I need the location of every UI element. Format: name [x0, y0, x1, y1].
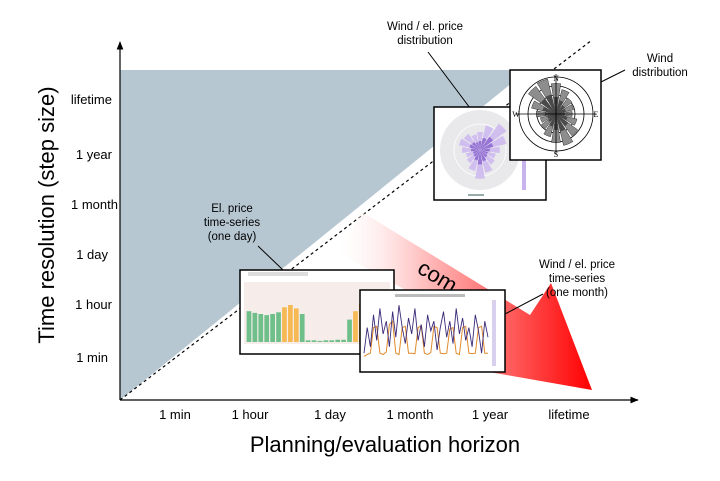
- rose-sector-inner: [540, 98, 556, 114]
- rose-sector-inner: [480, 150, 487, 162]
- compass-n: N: [553, 74, 559, 83]
- rose-sector: [475, 150, 485, 179]
- compass-w: W: [512, 110, 520, 119]
- price-bar: [311, 340, 317, 342]
- price-line: [363, 320, 488, 357]
- price-bar: [335, 339, 341, 342]
- wind-line: [363, 305, 489, 354]
- callout-price-day: El. price: [211, 203, 253, 215]
- rose-sector-inner: [556, 114, 568, 121]
- y-tick-label: 1 hour: [75, 297, 113, 312]
- callout-leader: [427, 51, 471, 109]
- inset-title-bar: [395, 294, 465, 297]
- price-bar: [299, 314, 305, 342]
- rose-sector-inner: [547, 114, 556, 123]
- rose-sector-inner: [471, 141, 480, 150]
- rose-sector-inner: [475, 142, 480, 150]
- rose-sector-inner: [480, 148, 490, 152]
- price-bar: [293, 308, 299, 342]
- price-bar: [252, 312, 258, 342]
- x-tick-label: 1 month: [387, 407, 434, 422]
- x-tick-label: 1 hour: [232, 407, 270, 422]
- side-panel: [492, 300, 496, 366]
- price-bar: [353, 311, 358, 342]
- callout-price-month: (one month): [546, 287, 608, 299]
- line-series: [363, 300, 496, 366]
- price-bar: [264, 315, 270, 342]
- callout-leader: [257, 245, 284, 271]
- inset-caption-bar: [468, 194, 484, 196]
- rose-sector-inner: [556, 100, 564, 114]
- callout-leader: [600, 69, 626, 83]
- callout-wind-dist: distribution: [632, 67, 688, 79]
- price-bar: [246, 311, 252, 342]
- price-bar: [282, 307, 287, 342]
- callout-wind-dist: Wind: [647, 53, 673, 65]
- price-bar: [288, 305, 293, 342]
- rose-sector-inner: [542, 106, 556, 114]
- price-rose-inset: [427, 51, 547, 201]
- rose-sector-inner: [480, 150, 488, 158]
- x-tick-label: 1 year: [472, 407, 509, 422]
- rose-sector-inner: [547, 114, 556, 119]
- callout-price-month: Wind / el. price: [539, 259, 615, 271]
- y-tick-label: 1 month: [71, 197, 118, 212]
- rose-sector-inner: [473, 150, 480, 157]
- x-tick-label: lifetime: [548, 407, 589, 422]
- price-bar: [341, 339, 346, 342]
- price-bar: [305, 340, 311, 342]
- rose-sector-inner: [480, 150, 488, 155]
- compass-e: E: [594, 110, 599, 119]
- rose-sector-inner: [478, 140, 482, 150]
- rose-sector-inner: [477, 150, 483, 165]
- price-bar: [270, 314, 275, 342]
- rose-sector-inner: [480, 136, 494, 150]
- rose-sector-inner: [556, 105, 565, 114]
- rose-sector-inner: [556, 108, 566, 114]
- rose-sector: [480, 146, 500, 154]
- inset-frame: [359, 289, 506, 373]
- price-month-inset: [359, 289, 544, 373]
- y-tick-label: 1 min: [76, 350, 108, 365]
- callout-price-day: (one day): [208, 231, 257, 243]
- x-axis-title: Planning/evaluation horizon: [250, 432, 520, 457]
- y-tick-label: 1 year: [76, 147, 113, 162]
- rose-sectors: [458, 123, 507, 179]
- rose-sector-inner: [545, 94, 556, 114]
- rose-sector-inner: [549, 114, 556, 127]
- price-bar: [347, 319, 352, 342]
- rose-sector-inner: [480, 137, 487, 150]
- y-tick-label: 1 day: [76, 247, 108, 262]
- rose-sector-inner: [480, 142, 494, 150]
- inset-toolbar: [248, 272, 308, 276]
- x-tick-label: 1 day: [314, 407, 346, 422]
- price-bar: [258, 314, 264, 342]
- y-axis-title: Time resolution (step size): [34, 86, 59, 343]
- rose-sector-inner: [474, 150, 480, 161]
- callout-price-day: time-series: [204, 217, 260, 229]
- wind-rose-inset: N S E W: [509, 69, 626, 161]
- rose-sector-inner: [470, 148, 480, 152]
- price-bar: [323, 340, 329, 342]
- callout-price-month: time-series: [549, 273, 605, 285]
- x-tick-label: 1 min: [159, 407, 191, 422]
- rose-sector-inner: [556, 114, 569, 127]
- y-tick-label: lifetime: [71, 92, 112, 107]
- price-bar: [276, 312, 281, 342]
- callout-wind-price-dist: Wind / el. price: [387, 21, 463, 33]
- rose-sector-inner: [472, 150, 480, 154]
- rose-sector-inner: [556, 114, 566, 132]
- shaded-region: [120, 70, 528, 400]
- callout-leader: [504, 293, 544, 315]
- callout-wind-price-dist: distribution: [397, 35, 453, 47]
- price-bar: [329, 340, 335, 342]
- rose-sector-inner: [469, 144, 480, 150]
- price-bar: [317, 340, 323, 342]
- compass-s: S: [554, 150, 558, 159]
